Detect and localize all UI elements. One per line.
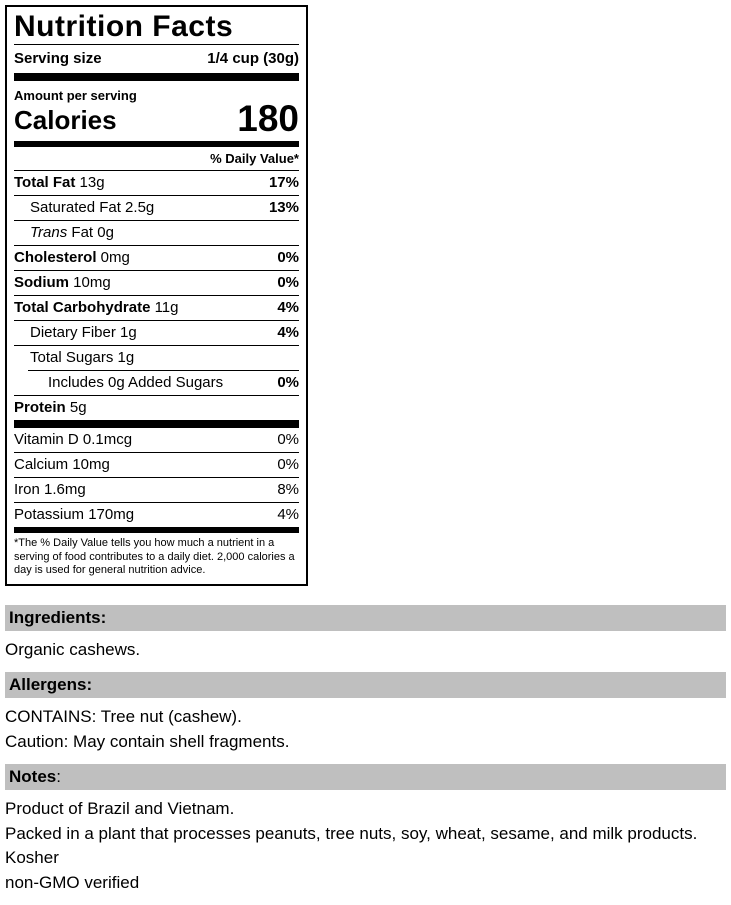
notes-header: Notes: xyxy=(5,764,726,790)
nutrition-facts-label: Nutrition Facts Serving size 1/4 cup (30… xyxy=(5,5,308,586)
daily-value-percent: 4% xyxy=(277,299,299,316)
notes-line: Product of Brazil and Vietnam. xyxy=(5,797,731,822)
thick-divider-bar xyxy=(14,73,299,81)
daily-value-percent: 0% xyxy=(277,374,299,391)
calories-value: 180 xyxy=(237,101,299,137)
daily-value-percent: 0% xyxy=(277,274,299,291)
nutrient-row-sodium: Sodium 10mg 0% xyxy=(14,270,299,295)
nutrient-row-potassium: Potassium 170mg 4% xyxy=(14,502,299,527)
nutrient-row-cholesterol: Cholesterol 0mg 0% xyxy=(14,245,299,270)
nutrient-row-vitamin-d: Vitamin D 0.1mcg 0% xyxy=(14,428,299,452)
nutrient-row-added-sugars: Includes 0g Added Sugars 0% xyxy=(28,370,299,395)
nutrient-row-total-carbohydrate: Total Carbohydrate 11g 4% xyxy=(14,295,299,320)
nutrition-facts-title: Nutrition Facts xyxy=(14,10,299,45)
allergens-line: Caution: May contain shell fragments. xyxy=(5,730,731,755)
serving-size-label: Serving size xyxy=(14,50,102,67)
nutrient-row-saturated-fat: Saturated Fat 2.5g 13% xyxy=(14,195,299,220)
nutrient-row-total-fat: Total Fat 13g 17% xyxy=(14,170,299,195)
nutrient-row-dietary-fiber: Dietary Fiber 1g 4% xyxy=(14,320,299,345)
ingredients-header: Ingredients: xyxy=(5,605,726,631)
daily-value-percent: 4% xyxy=(277,506,299,523)
notes-body: Product of Brazil and Vietnam. Packed in… xyxy=(0,790,731,905)
notes-line: non-GMO verified xyxy=(5,871,731,896)
calories-label: Calories xyxy=(14,103,117,137)
thick-divider-bar xyxy=(14,420,299,428)
daily-value-header: % Daily Value* xyxy=(14,147,299,170)
allergens-line: CONTAINS: Tree nut (cashew). xyxy=(5,705,731,730)
allergens-body: CONTAINS: Tree nut (cashew). Caution: Ma… xyxy=(0,698,731,764)
daily-value-percent: 4% xyxy=(277,324,299,341)
daily-value-percent: 13% xyxy=(269,199,299,216)
daily-value-percent: 8% xyxy=(277,481,299,498)
serving-size-row: Serving size 1/4 cup (30g) xyxy=(14,45,299,73)
info-sections: Ingredients: Organic cashews. Allergens:… xyxy=(0,605,731,905)
daily-value-percent: 0% xyxy=(277,431,299,448)
daily-value-percent: 0% xyxy=(277,249,299,266)
nutrient-row-total-sugars: Total Sugars 1g xyxy=(14,345,299,370)
daily-value-percent: 17% xyxy=(269,174,299,191)
nutrient-row-trans-fat: Trans Fat 0g xyxy=(14,220,299,245)
notes-line: Packed in a plant that processes peanuts… xyxy=(5,822,731,847)
serving-size-value: 1/4 cup (30g) xyxy=(207,50,299,67)
daily-value-footnote: *The % Daily Value tells you how much a … xyxy=(14,533,299,578)
ingredients-body: Organic cashews. xyxy=(0,631,731,673)
notes-line: Kosher xyxy=(5,846,731,871)
nutrient-row-protein: Protein 5g xyxy=(14,395,299,420)
allergens-header: Allergens: xyxy=(5,672,726,698)
ingredients-line: Organic cashews. xyxy=(5,638,731,663)
page: Nutrition Facts Serving size 1/4 cup (30… xyxy=(0,5,731,905)
nutrient-row-calcium: Calcium 10mg 0% xyxy=(14,452,299,477)
daily-value-percent: 0% xyxy=(277,456,299,473)
nutrient-row-iron: Iron 1.6mg 8% xyxy=(14,477,299,502)
calories-row: Calories 180 xyxy=(14,101,299,141)
